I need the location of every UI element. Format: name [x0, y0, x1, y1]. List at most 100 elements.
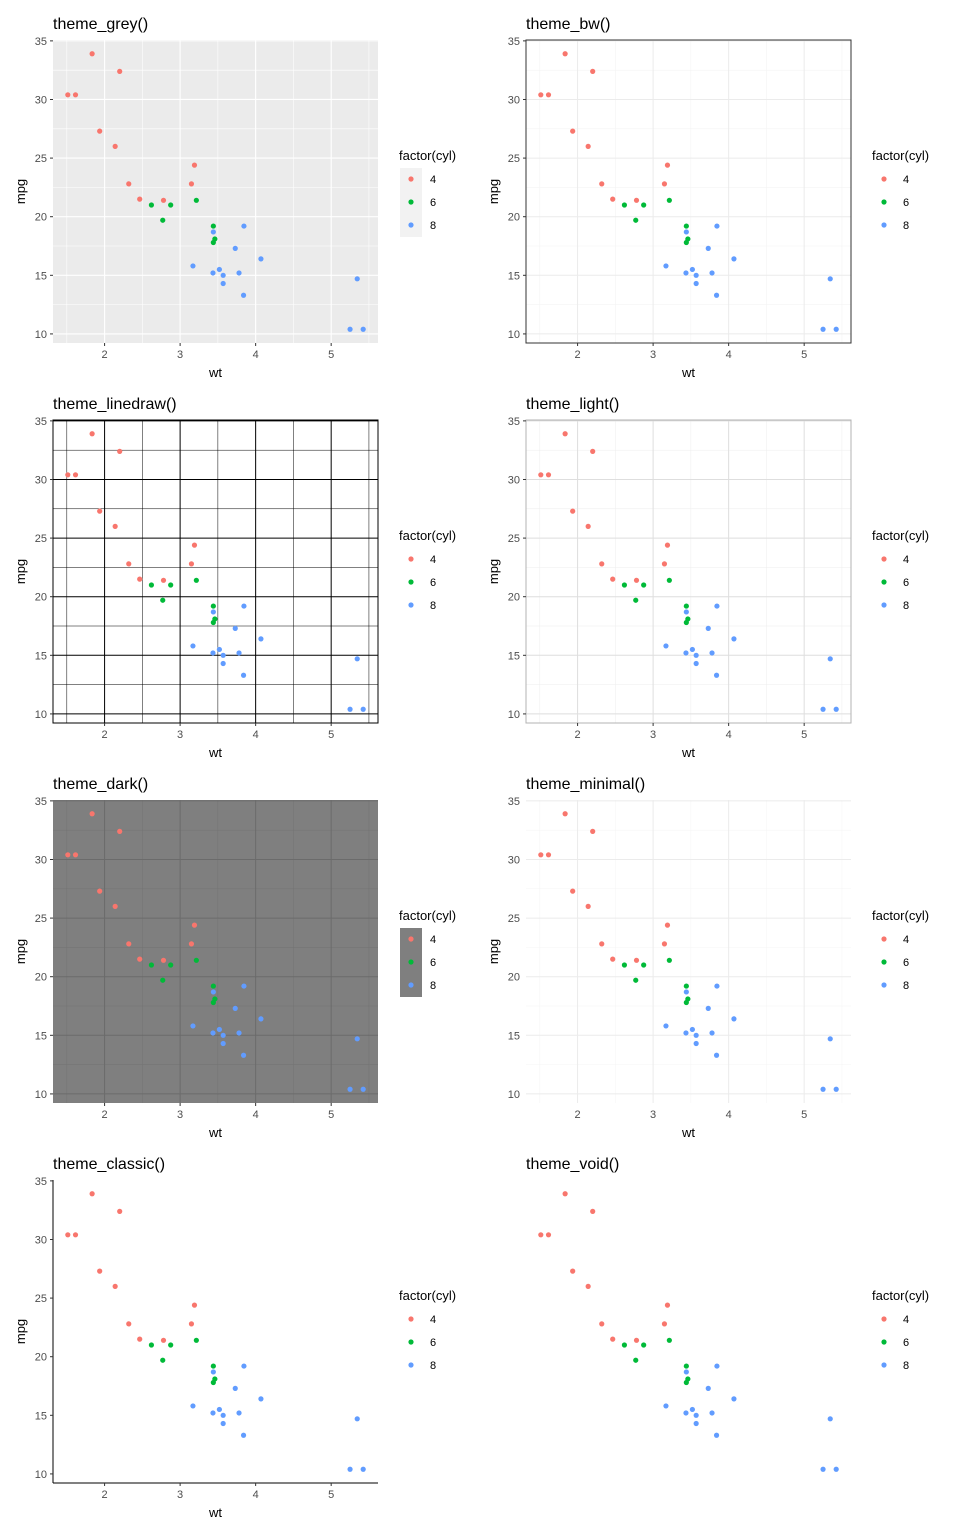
legend-title: factor(cyl): [872, 528, 929, 543]
data-point-cyl-4: [160, 197, 167, 203]
data-point-cyl-6: [666, 197, 672, 203]
data-point-cyl-8: [220, 1420, 226, 1427]
data-point-cyl-6: [666, 1337, 672, 1343]
data-point-cyl-8: [689, 1026, 695, 1033]
legend-key-8: [881, 602, 887, 608]
data-point-cyl-8: [714, 223, 720, 229]
data-point-cyl-4: [585, 1283, 591, 1289]
data-point-cyl-8: [683, 1030, 689, 1036]
data-point-cyl-4: [65, 1232, 71, 1238]
legend-label: 4: [903, 554, 909, 566]
data-point-cyl-4: [72, 1232, 79, 1238]
panel-title: theme_minimal(): [526, 776, 645, 793]
data-point-cyl-6: [210, 999, 216, 1006]
data-point-cyl-8: [216, 266, 222, 273]
legend-title: factor(cyl): [399, 148, 456, 163]
legend-key-4: [881, 1316, 887, 1322]
data-point-cyl-4: [633, 1337, 640, 1343]
y-axis-title: mpg: [486, 939, 501, 964]
data-point-cyl-4: [633, 577, 640, 583]
y-axis-title: mpg: [13, 179, 28, 204]
data-point-cyl-4: [562, 1191, 568, 1197]
data-point-cyl-4: [664, 542, 671, 548]
y-tick-label: 15: [35, 650, 47, 662]
panel-title: theme_grey(): [53, 16, 148, 33]
data-point-cyl-4: [610, 956, 616, 962]
data-point-cyl-4: [585, 903, 591, 909]
data-point-cyl-6: [621, 962, 628, 968]
data-point-cyl-8: [258, 1396, 264, 1402]
x-tick-label: 5: [801, 729, 807, 741]
data-point-cyl-4: [562, 51, 568, 57]
legend-label: 4: [903, 934, 909, 946]
data-point-cyl-6: [621, 202, 628, 208]
data-point-cyl-4: [137, 576, 143, 582]
data-point-cyl-8: [709, 650, 715, 656]
data-point-cyl-8: [220, 1040, 226, 1047]
data-point-cyl-4: [89, 51, 95, 57]
data-point-cyl-6: [148, 962, 155, 968]
data-point-cyl-8: [705, 625, 711, 631]
data-point-cyl-8: [693, 660, 699, 667]
data-point-cyl-8: [232, 625, 238, 631]
y-axis-title: mpg: [13, 559, 28, 584]
y-tick-label: 30: [35, 474, 47, 486]
data-point-cyl-8: [210, 1369, 216, 1375]
y-tick-label: 35: [508, 416, 520, 428]
data-point-cyl-6: [160, 597, 166, 603]
plot-background: [526, 40, 851, 343]
legend-label: 4: [430, 554, 436, 566]
x-tick-label: 3: [650, 1109, 656, 1121]
data-point-cyl-6: [148, 202, 155, 208]
legend-label: 4: [430, 1314, 436, 1326]
y-tick-label: 15: [508, 1030, 520, 1042]
data-point-cyl-6: [148, 582, 155, 588]
data-point-cyl-8: [236, 1030, 242, 1036]
data-point-cyl-4: [65, 852, 71, 858]
data-point-cyl-8: [347, 1086, 353, 1092]
data-point-cyl-4: [661, 561, 668, 567]
data-point-cyl-6: [148, 1342, 155, 1348]
data-point-cyl-8: [709, 1030, 715, 1036]
data-point-cyl-4: [545, 472, 552, 478]
data-point-cyl-8: [683, 609, 689, 615]
x-axis-title: wt: [681, 1125, 695, 1140]
data-point-cyl-4: [97, 888, 103, 894]
data-point-cyl-4: [72, 472, 79, 478]
data-point-cyl-4: [160, 957, 167, 963]
data-point-cyl-4: [89, 1191, 95, 1197]
data-point-cyl-8: [240, 1432, 247, 1438]
data-point-cyl-6: [641, 1342, 647, 1348]
data-point-cyl-8: [820, 326, 826, 332]
data-point-cyl-8: [833, 326, 839, 332]
legend-label: 6: [903, 197, 909, 209]
data-point-cyl-8: [210, 650, 216, 656]
data-point-cyl-4: [633, 197, 640, 203]
data-point-cyl-4: [570, 888, 576, 894]
data-point-cyl-6: [210, 223, 216, 229]
y-tick-label: 20: [35, 212, 47, 224]
x-axis-title: wt: [208, 1505, 222, 1520]
y-tick-label: 15: [35, 1410, 47, 1422]
data-point-cyl-8: [210, 270, 216, 276]
data-point-cyl-6: [683, 619, 689, 626]
data-point-cyl-4: [117, 68, 123, 74]
legend-key-8: [881, 1362, 887, 1368]
data-point-cyl-8: [360, 1466, 366, 1472]
data-point-cyl-4: [661, 941, 668, 947]
x-tick-label: 2: [575, 1109, 581, 1121]
panel-title: theme_classic(): [53, 1156, 165, 1173]
data-point-cyl-4: [112, 143, 118, 149]
data-point-cyl-6: [641, 582, 647, 588]
data-point-cyl-8: [713, 672, 720, 678]
y-axis-title: mpg: [13, 939, 28, 964]
data-point-cyl-8: [820, 706, 826, 712]
data-point-cyl-4: [191, 162, 198, 168]
y-tick-label: 20: [508, 592, 520, 604]
legend-key-4: [881, 556, 887, 562]
panel-border: [525, 419, 852, 724]
legend-title: factor(cyl): [399, 908, 456, 923]
legend-key-6: [881, 959, 887, 965]
legend-label: 8: [903, 980, 909, 992]
data-point-cyl-4: [585, 523, 591, 529]
